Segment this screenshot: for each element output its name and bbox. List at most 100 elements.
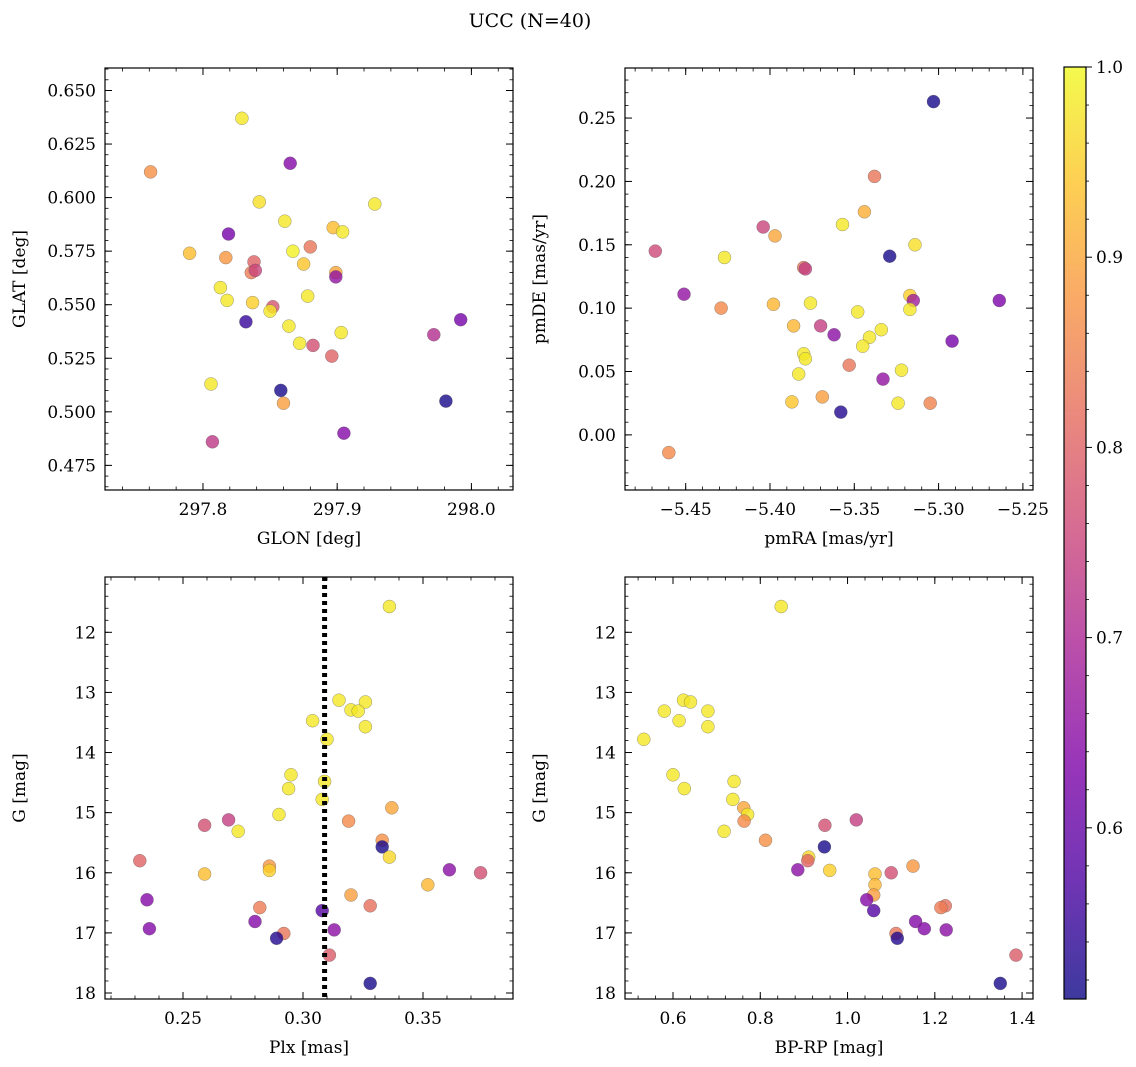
data-point [894,363,909,377]
data-point [834,405,848,419]
panel-plx: 0.25 0.30 0.35 12 13 14 15 16 17 18 Plx [mas] G [ma… [10,576,514,1058]
data-point [272,807,286,822]
pm-frame [624,67,1034,491]
y-tick-label: 15 [74,804,96,824]
data-point [248,263,263,278]
y-tick-label: 0.15 [578,236,616,256]
data-point [278,214,292,228]
panel-cmd: 0.6 0.8 1.0 1.2 1.4 12 13 14 15 16 17 18 BP-RP [mag]… [530,576,1036,1058]
y-tick-label: 0.650 [47,81,96,101]
data-point [903,302,917,317]
data-point [701,719,715,734]
data-point [727,774,741,789]
data-point [945,334,959,348]
plx-frame [104,576,514,1000]
data-point [717,250,732,265]
data-point [818,818,832,833]
x-axis-label: GLON [deg] [257,529,361,549]
y-tick-label: 13 [74,683,96,703]
data-point [683,695,698,709]
y-tick-label: 0.20 [578,172,616,192]
colorbar-ticks: 0.6 0.7 0.8 0.9 1.0 [1086,58,1123,981]
data-point [231,824,245,839]
data-point [197,867,212,881]
data-point [368,197,382,211]
data-point [701,704,715,718]
data-point [421,878,435,892]
data-point [363,899,377,913]
data-point [248,914,262,929]
data-point [827,328,841,342]
colorbar-gradient [1064,67,1086,999]
x-tick-label: 297.9 [313,500,362,520]
x-tick-label: 0.6 [659,1009,686,1029]
data-point [803,296,818,310]
y-tick-label: 16 [594,864,616,884]
data-point [917,921,932,936]
data-point [385,801,399,815]
y-tick-label: 12 [74,623,96,643]
data-point [842,358,856,372]
data-point [442,863,457,877]
data-point [908,238,922,252]
y-axis-label: GLAT [deg] [10,230,30,328]
cmd-points [637,599,1023,991]
data-point [197,818,212,833]
colorbar-tick-label: 0.6 [1096,819,1123,839]
plx-points [133,599,488,991]
data-point [756,220,770,234]
y-tick-label: 0.10 [578,299,616,319]
colorbar-tick-label: 0.7 [1096,629,1123,649]
data-point [221,813,236,827]
data-point [874,322,889,337]
data-point [798,262,813,276]
data-point [882,249,897,263]
data-point [822,863,837,878]
x-tick-label: 0.8 [747,1009,774,1029]
data-point [473,866,488,880]
x-axis-label: pmRA [mas/yr] [764,529,893,549]
data-point [817,840,832,854]
data-point [786,319,801,333]
data-point [677,781,692,796]
data-point [662,445,676,460]
data-point [876,372,890,386]
data-point [857,205,872,219]
data-point [791,863,805,877]
data-point [637,732,651,747]
data-point [768,229,782,243]
y-tick-label: 14 [74,744,96,764]
cmd-frame [624,576,1034,1000]
data-point [926,94,941,109]
x-axis-label: BP-RP [mag] [775,1038,884,1058]
data-point [906,859,920,873]
data-point [221,227,236,241]
data-point [813,319,828,333]
x-tick-label: 0.35 [404,1009,442,1029]
data-point [303,240,318,254]
lonlat-frame [104,67,514,491]
data-point [329,270,343,284]
data-point [363,976,377,991]
y-tick-label: 17 [74,924,96,944]
x-tick-label: 1.4 [1009,1009,1036,1029]
data-point [758,833,773,848]
data-point [766,297,781,312]
data-point [1009,948,1023,962]
data-point [375,840,389,854]
y-tick-label: 0.550 [47,296,96,316]
data-point [866,903,881,918]
y-tick-label: 15 [594,804,616,824]
data-point [239,315,253,329]
colorbar-tick-label: 1.0 [1096,58,1123,78]
data-point [351,704,365,718]
data-point [737,814,751,828]
data-point [774,599,788,614]
data-point [923,396,937,410]
data-point [439,394,453,408]
colorbar-tick-label: 0.9 [1096,248,1123,268]
data-point [453,312,468,327]
data-point [276,396,291,410]
data-point [306,338,320,353]
